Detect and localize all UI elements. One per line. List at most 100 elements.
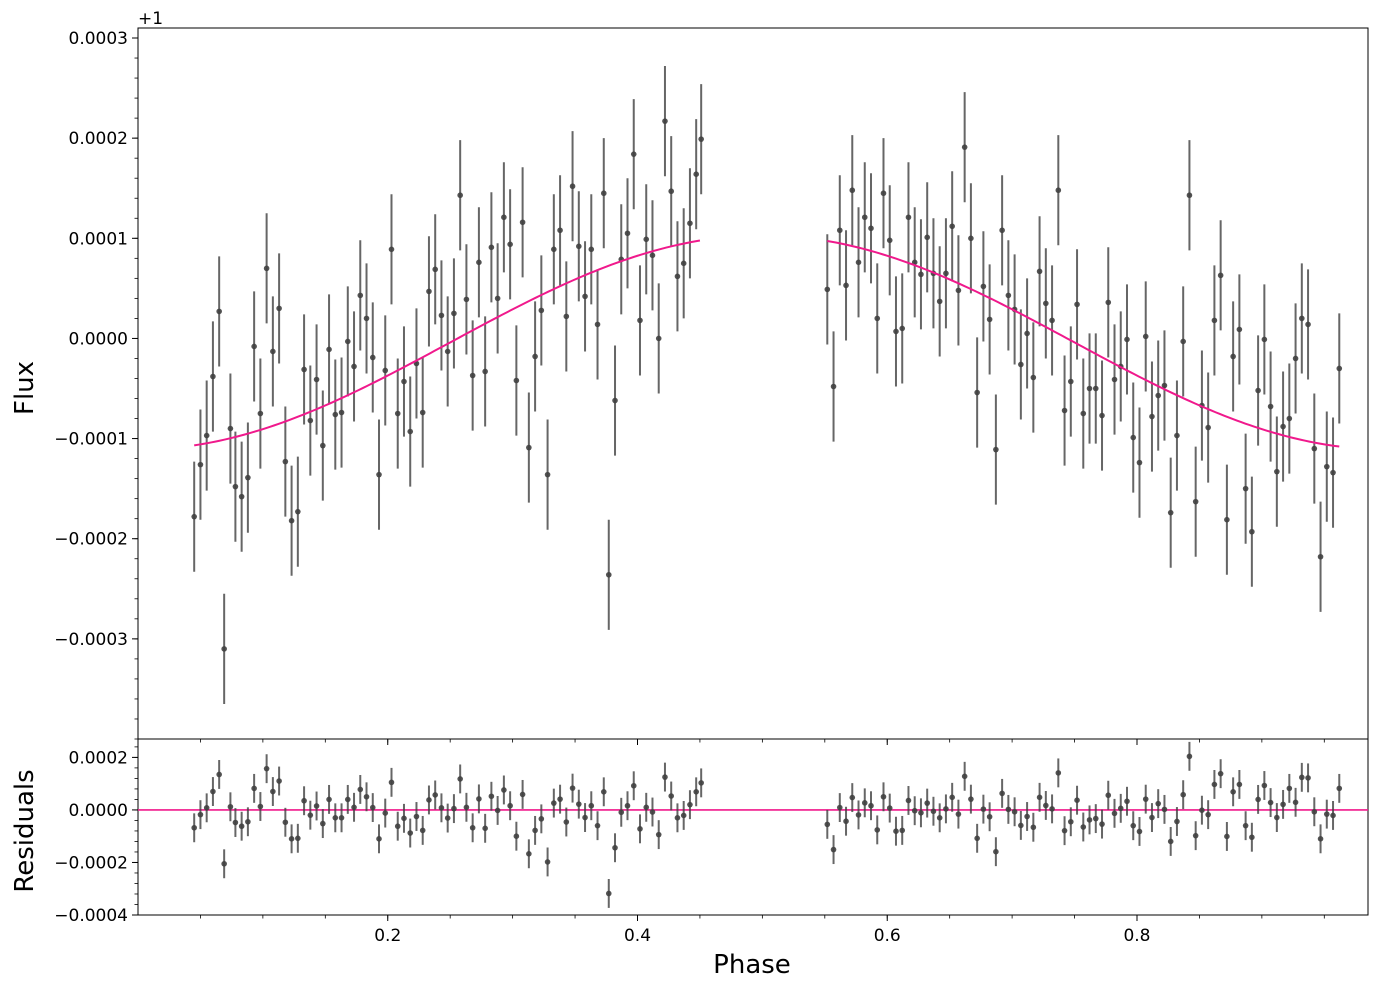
data-point [369, 302, 376, 413]
marker [307, 812, 314, 818]
data-point [1305, 763, 1311, 793]
data-point [227, 792, 234, 822]
data-point [210, 321, 216, 432]
data-point [836, 175, 843, 286]
marker [210, 373, 216, 380]
data-point [843, 806, 849, 836]
marker [326, 796, 332, 803]
marker [955, 287, 962, 294]
marker [1261, 336, 1268, 343]
marker [276, 778, 282, 784]
marker [618, 809, 625, 816]
y-tick-label: 0.0001 [69, 229, 128, 249]
marker [874, 315, 881, 322]
data-point [227, 373, 234, 484]
marker [918, 271, 924, 278]
data-point [968, 784, 974, 814]
marker [1074, 797, 1080, 804]
marker [357, 786, 364, 793]
marker [494, 295, 501, 302]
data-point [221, 593, 227, 704]
marker [419, 827, 426, 834]
marker [612, 844, 618, 851]
marker [861, 800, 868, 806]
data-point [1217, 220, 1224, 331]
marker [680, 260, 687, 267]
data-point [363, 263, 370, 374]
marker [197, 811, 204, 818]
marker [899, 325, 906, 332]
marker [1199, 807, 1205, 813]
marker [874, 827, 881, 833]
marker [1155, 392, 1162, 399]
data-point [357, 240, 364, 351]
marker [1292, 799, 1299, 806]
marker [232, 819, 239, 826]
marker [1205, 811, 1211, 818]
data-point [216, 256, 222, 367]
data-point [1205, 372, 1211, 483]
marker [1249, 528, 1255, 535]
marker [438, 312, 445, 319]
data-point [1024, 802, 1030, 831]
marker [1092, 815, 1099, 822]
data-point [438, 260, 445, 371]
data-point [432, 214, 438, 325]
marker [868, 225, 874, 232]
data-point [1018, 309, 1024, 420]
data-point [1174, 380, 1180, 491]
data-point [918, 219, 924, 330]
x-tick-label: 0.4 [624, 926, 651, 946]
y-tick-label: 0.0002 [69, 748, 128, 768]
marker [698, 780, 704, 786]
data-point [251, 291, 257, 402]
marker [394, 823, 401, 830]
marker [351, 804, 357, 811]
data-point [1086, 805, 1093, 835]
data-point [1024, 278, 1030, 389]
data-point [526, 392, 532, 503]
marker [563, 313, 570, 320]
data-point [197, 409, 204, 520]
marker [270, 788, 276, 795]
data-point [538, 255, 545, 366]
marker [824, 821, 831, 828]
marker [513, 833, 520, 839]
data-point [624, 178, 631, 289]
data-point [886, 185, 893, 296]
marker [974, 835, 980, 842]
data-point [469, 320, 476, 431]
data-point [263, 754, 270, 784]
marker [693, 171, 699, 178]
data-point [301, 314, 307, 425]
marker [538, 816, 545, 822]
marker [488, 244, 495, 251]
y-offset-label: +1 [138, 9, 163, 29]
marker [687, 220, 693, 227]
marker [376, 471, 382, 478]
marker [687, 801, 693, 808]
marker [643, 804, 650, 811]
data-point [1317, 824, 1324, 854]
marker [1311, 808, 1318, 815]
marker [911, 807, 918, 814]
marker [282, 819, 289, 826]
marker [1267, 403, 1274, 410]
marker [1074, 301, 1080, 308]
data-point [849, 135, 856, 246]
data-point [1230, 301, 1236, 412]
marker [1124, 798, 1130, 805]
marker [905, 797, 912, 804]
marker [936, 298, 943, 305]
data-point [1211, 769, 1218, 799]
data-point [637, 814, 643, 844]
marker [432, 792, 438, 798]
data-point [295, 456, 301, 567]
data-point [494, 796, 501, 825]
marker [1299, 774, 1305, 781]
marker [1005, 292, 1012, 299]
data-point [1274, 803, 1280, 832]
marker [532, 827, 538, 834]
data-point [532, 301, 538, 412]
data-point [986, 264, 993, 375]
